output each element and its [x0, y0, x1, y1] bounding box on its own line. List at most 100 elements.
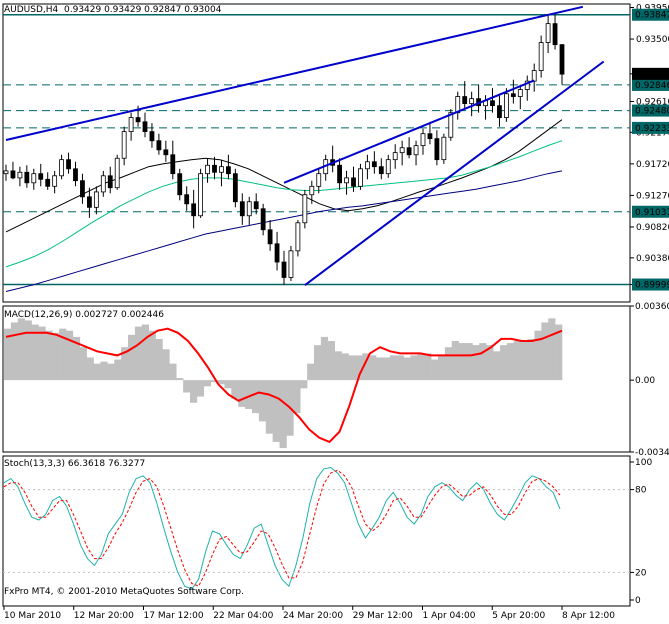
candle-body — [358, 168, 363, 187]
candle-body — [462, 96, 468, 104]
macd-histogram-bar — [210, 380, 218, 383]
macd-histogram-bar — [341, 353, 349, 381]
macd-histogram-bar — [444, 347, 453, 381]
macd-histogram-bar — [486, 345, 494, 381]
candle-body — [517, 89, 523, 97]
time-label: 17 Mar 12:00 — [144, 611, 204, 621]
stoch-tick-label: 80 — [635, 486, 647, 496]
macd-histogram-bar — [17, 318, 25, 381]
candle-body — [371, 161, 377, 168]
moving-average-3 — [5, 170, 563, 292]
macd-histogram-bar — [45, 330, 53, 381]
candle-body — [302, 194, 308, 224]
candle-body — [73, 168, 78, 182]
candle-body — [552, 23, 558, 46]
candle-body — [469, 98, 475, 104]
macd-histogram-bar — [24, 320, 32, 381]
candle-body — [316, 173, 322, 187]
candle-body — [337, 164, 343, 184]
macd-histogram-bar — [458, 343, 466, 381]
macd-histogram-bar — [417, 353, 425, 381]
macd-tick-label: -0.00349 — [635, 448, 669, 458]
macd-histogram-bar — [327, 341, 335, 381]
macd-histogram-bar — [307, 363, 315, 381]
candle-body — [427, 133, 433, 140]
candle-body — [87, 196, 92, 208]
candle-body — [31, 173, 37, 184]
macd-histogram-bar — [121, 347, 129, 381]
candle-body — [434, 138, 440, 161]
candle-body — [413, 145, 419, 156]
candle-body — [441, 136, 447, 161]
price-header: AUDUSD,H4 0.93429 0.93429 0.92847 0.9300… — [4, 5, 221, 15]
macd-histogram-bar — [93, 363, 101, 381]
candle-body — [177, 173, 183, 196]
macd-histogram-bar — [534, 330, 542, 381]
candle-body — [524, 80, 530, 90]
time-label: 10 Mar 2010 — [4, 611, 61, 621]
candle-body — [531, 70, 537, 82]
candle-body — [295, 222, 301, 252]
stoch-title: Stoch(13,3,3) 66.3618 76.3277 — [4, 459, 146, 469]
level-label: 0.93847 — [635, 11, 669, 21]
level-tag — [632, 8, 669, 21]
macd-histogram-bar — [362, 353, 370, 381]
trendline-2 — [304, 60, 605, 286]
candle-body — [385, 159, 391, 175]
macd-histogram-bar — [500, 345, 508, 381]
macd-histogram-bar — [66, 330, 74, 381]
candle-body — [406, 147, 412, 156]
trendline-3 — [283, 79, 535, 184]
macd-histogram-bar — [279, 380, 287, 449]
macd-histogram-bar — [114, 359, 122, 381]
candle-body — [149, 131, 155, 142]
candle-body — [184, 194, 190, 205]
macd-histogram-bar — [100, 361, 108, 381]
macd-histogram-bar — [231, 380, 239, 399]
macd-histogram-bar — [265, 380, 273, 434]
candle-body — [260, 208, 266, 231]
macd-histogram-bar — [238, 380, 246, 407]
candle-body — [212, 164, 217, 173]
macd-histogram-bar — [169, 363, 177, 381]
candle-body — [170, 154, 176, 175]
time-label: 24 Mar 20:00 — [283, 611, 343, 621]
candle-body — [219, 166, 224, 173]
candle-body — [448, 112, 454, 138]
candle-body — [59, 159, 64, 177]
candle-body — [205, 164, 210, 175]
level-label: 0.92846 — [635, 81, 669, 91]
macd-histogram-bar — [376, 357, 384, 381]
symbol-label: AUDUSD,H4 — [4, 5, 59, 15]
candle-body — [10, 170, 16, 179]
candle-body — [156, 140, 162, 151]
candle-body — [80, 180, 85, 198]
candle-body — [246, 201, 252, 217]
macd-histogram-bar — [4, 328, 12, 381]
macd-histogram-bar — [300, 380, 308, 389]
candle-body — [3, 170, 9, 175]
level-tag — [632, 205, 669, 218]
level-label: 0.91037 — [635, 208, 669, 218]
stoch-tick-label: 100 — [635, 458, 652, 468]
macd-histogram-bar — [107, 363, 115, 381]
macd-histogram-bar — [410, 355, 418, 381]
candle-body — [344, 177, 349, 184]
macd-histogram-bar — [196, 380, 205, 397]
candle-body — [163, 149, 169, 156]
macd-histogram-bar — [465, 343, 473, 381]
candle-body — [309, 185, 315, 196]
stoch-main-line — [3, 466, 561, 590]
macd-pane — [2, 305, 631, 453]
macd-histogram-bar — [52, 332, 60, 381]
time-label: 22 Mar 04:00 — [213, 611, 273, 621]
macd-tick-label: 0.003600 — [635, 302, 669, 312]
candle-body — [274, 243, 280, 263]
macd-histogram-bar — [155, 338, 163, 381]
candle-body — [545, 23, 551, 43]
candle-body — [128, 117, 134, 133]
macd-histogram-bar — [389, 355, 397, 381]
